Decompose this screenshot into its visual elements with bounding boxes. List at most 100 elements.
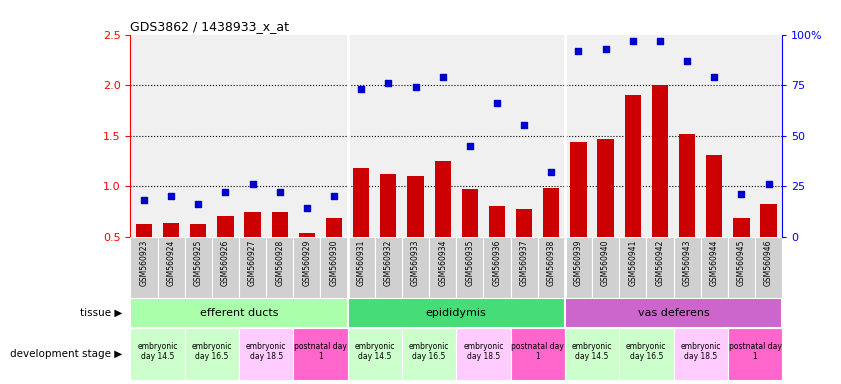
Bar [407, 176, 424, 287]
Text: epididymis: epididymis [426, 308, 487, 318]
Bar [565, 237, 592, 298]
Text: embryonic
day 18.5: embryonic day 18.5 [680, 342, 721, 361]
Point [246, 181, 259, 187]
Text: GSM560940: GSM560940 [601, 240, 610, 286]
Text: GSM560935: GSM560935 [465, 240, 474, 286]
Text: GSM560937: GSM560937 [520, 240, 529, 286]
Point [626, 38, 639, 44]
Bar [157, 237, 185, 298]
Point [354, 86, 368, 92]
Bar [701, 237, 727, 298]
Bar [294, 328, 347, 380]
Point [137, 197, 151, 203]
Bar [212, 237, 239, 298]
Bar [347, 237, 375, 298]
Bar [163, 223, 179, 287]
Bar [619, 328, 674, 380]
Bar [565, 298, 782, 328]
Bar [375, 237, 402, 298]
Text: GDS3862 / 1438933_x_at: GDS3862 / 1438933_x_at [130, 20, 289, 33]
Point [192, 201, 205, 207]
Bar [652, 85, 668, 287]
Point [517, 122, 531, 129]
Text: GSM560927: GSM560927 [248, 240, 257, 286]
Text: GSM560931: GSM560931 [357, 240, 366, 286]
Bar [755, 237, 782, 298]
Bar [484, 237, 510, 298]
Bar [294, 237, 320, 298]
Bar [456, 328, 510, 380]
Point [327, 193, 341, 199]
Text: efferent ducts: efferent ducts [199, 308, 278, 318]
Bar [516, 209, 532, 287]
Bar [245, 212, 261, 287]
Bar [347, 298, 565, 328]
Bar [347, 328, 402, 380]
Text: GSM560924: GSM560924 [167, 240, 176, 286]
Bar [402, 237, 429, 298]
Point [762, 181, 775, 187]
Point [680, 58, 694, 64]
Bar [135, 225, 152, 287]
Bar [489, 206, 505, 287]
Bar [299, 233, 315, 287]
Text: GSM560934: GSM560934 [438, 240, 447, 286]
Bar [130, 237, 157, 298]
Point [572, 48, 585, 54]
Bar [570, 142, 586, 287]
Bar [727, 328, 782, 380]
Bar [402, 328, 456, 380]
Text: GSM560925: GSM560925 [193, 240, 203, 286]
Bar [543, 188, 559, 287]
Text: GSM560944: GSM560944 [710, 240, 719, 286]
Text: GSM560938: GSM560938 [547, 240, 556, 286]
Bar [510, 237, 537, 298]
Text: GSM560942: GSM560942 [655, 240, 664, 286]
Bar [217, 216, 234, 287]
Bar [456, 237, 484, 298]
Bar [674, 237, 701, 298]
Bar [625, 95, 641, 287]
Text: postnatal day
1: postnatal day 1 [511, 342, 564, 361]
Bar [647, 237, 674, 298]
Text: vas deferens: vas deferens [637, 308, 709, 318]
Text: tissue ▶: tissue ▶ [80, 308, 122, 318]
Bar [674, 328, 727, 380]
Bar [510, 328, 565, 380]
Text: embryonic
day 18.5: embryonic day 18.5 [463, 342, 504, 361]
Bar [565, 328, 619, 380]
Bar [325, 218, 342, 287]
Text: GSM560946: GSM560946 [764, 240, 773, 286]
Bar [597, 139, 614, 287]
Bar [353, 168, 369, 287]
Bar [380, 174, 396, 287]
Text: GSM560926: GSM560926 [221, 240, 230, 286]
Bar [679, 134, 696, 287]
Text: GSM560929: GSM560929 [303, 240, 311, 286]
Point [707, 74, 721, 80]
Bar [266, 237, 294, 298]
Text: GSM560932: GSM560932 [383, 240, 393, 286]
Point [382, 80, 395, 86]
Text: embryonic
day 16.5: embryonic day 16.5 [626, 342, 667, 361]
Text: embryonic
day 16.5: embryonic day 16.5 [192, 342, 232, 361]
Text: GSM560943: GSM560943 [683, 240, 691, 286]
Text: embryonic
day 16.5: embryonic day 16.5 [409, 342, 449, 361]
Bar [537, 237, 565, 298]
Text: embryonic
day 14.5: embryonic day 14.5 [572, 342, 612, 361]
Point [490, 100, 504, 106]
Point [599, 46, 612, 52]
Bar [429, 237, 456, 298]
Text: GSM560941: GSM560941 [628, 240, 637, 286]
Bar [130, 298, 347, 328]
Bar [619, 237, 647, 298]
Bar [320, 237, 347, 298]
Point [436, 74, 449, 80]
Point [653, 38, 667, 44]
Bar [462, 189, 478, 287]
Text: postnatal day
1: postnatal day 1 [728, 342, 781, 361]
Text: embryonic
day 14.5: embryonic day 14.5 [137, 342, 177, 361]
Bar [239, 237, 266, 298]
Bar [435, 161, 451, 287]
Text: GSM560945: GSM560945 [737, 240, 746, 286]
